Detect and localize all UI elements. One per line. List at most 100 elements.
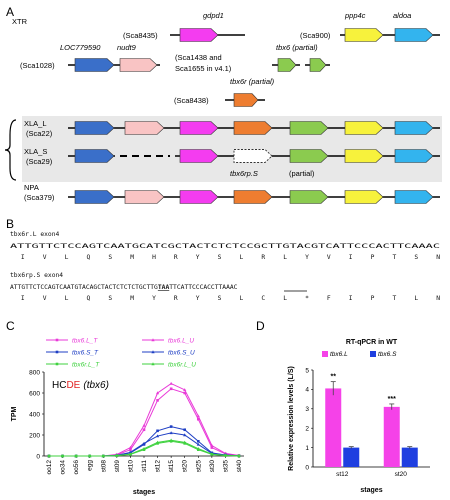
c-y-tick-label: 200 (29, 432, 40, 439)
c-point (142, 428, 146, 432)
d-significance: *** (388, 396, 396, 403)
panel-label-d: D (256, 319, 265, 333)
aldoa-gene (394, 28, 434, 42)
sca1438-label: (Sca1438 and (175, 53, 222, 62)
tbx6-partial-label: tbx6 (partial) (276, 43, 318, 52)
xtr-label: XTR (12, 17, 28, 26)
c-point (169, 381, 173, 385)
c-point (142, 446, 146, 450)
tbx6-partial-gene-2 (309, 58, 327, 72)
xla-l-ppp4c-gene (344, 121, 384, 135)
hcde-gene: (tbx6) (83, 380, 109, 391)
c-point (128, 450, 133, 454)
hcde-highlight: DE (66, 380, 80, 391)
c-point (155, 440, 160, 444)
legend-d-swatch (322, 351, 328, 357)
c-x-tick-label: st12 (155, 460, 162, 473)
c-x-tick-label: st30 (209, 460, 216, 473)
loc779590-gene (74, 58, 115, 72)
seq-s-stop-codon: TAA (158, 284, 170, 291)
xla-s-genes (74, 149, 434, 163)
xla-l-tbx6-gene (289, 121, 329, 135)
panel-label-b: B (6, 217, 14, 231)
d-title: RT-qPCR in WT (346, 339, 398, 346)
c-x-tick-label: egg (87, 460, 94, 471)
c-point (210, 446, 214, 449)
legend-c-label: tbx6r.L_U (168, 361, 196, 368)
xla-l-aldoa-gene (394, 121, 434, 135)
c-point (183, 440, 187, 444)
panel-label-c: C (6, 319, 15, 333)
d-bar (383, 406, 400, 467)
legend-c-marker (151, 350, 155, 354)
c-point (155, 434, 160, 438)
ppp4c-gene (344, 28, 384, 42)
c-point (183, 388, 187, 392)
c-x-tick-label: st08 (100, 460, 107, 473)
c-point (196, 442, 200, 446)
c-point (74, 454, 78, 458)
xla-s-loc-gene (74, 149, 115, 163)
tbx6r-partial-gene (233, 93, 259, 107)
c-y-axis-label: TPM (11, 406, 18, 421)
c-point (169, 387, 173, 391)
c-point (169, 438, 173, 442)
c-x-tick-label: st10 (127, 460, 134, 473)
c-point (183, 433, 187, 437)
panel-label-a: A (6, 5, 14, 19)
c-point (196, 417, 200, 421)
aldoa-label: aldoa (393, 11, 411, 20)
c-point (155, 391, 160, 395)
d-y-tick-label: 3 (305, 406, 309, 413)
c-y-tick-label: 400 (29, 411, 40, 418)
npa-loc-gene (74, 190, 115, 204)
gdpd1-label: gdpd1 (203, 11, 224, 20)
xla-l-nudt9-gene (124, 121, 165, 135)
c-point (223, 453, 228, 457)
seq-s-nt: ATTGTTCTCCAGTCAATGTACAGCTACTCTCTCTGCTTGT… (10, 284, 238, 291)
c-point (210, 452, 214, 456)
legend-c-label: tbx6r.L_T (72, 361, 100, 368)
seq-l-title: tbx6r.L exon4 (10, 231, 59, 238)
d-bar (325, 388, 342, 467)
legend-c-marker (55, 350, 59, 354)
xla-l-scaffold: (Sca22) (26, 129, 53, 138)
d-x-tick-label: st20 (395, 471, 408, 478)
legend-c-label: tbx6.S_T (72, 349, 99, 356)
d-y-tick-label: 1 (305, 445, 309, 452)
c-x-tick-label: oo12 (46, 460, 53, 475)
xla-brace (4, 119, 17, 181)
c-point (196, 440, 200, 443)
npa-label: NPA (24, 183, 39, 192)
d-x-tick-label: st12 (336, 471, 349, 478)
c-point (129, 448, 132, 451)
legend-c-label: tbx6.L_U (168, 337, 194, 344)
sca8435-label: (Sca8435) (123, 31, 158, 40)
xla-s-scaffold: (Sca29) (26, 157, 53, 166)
c-x-tick-label: st20 (182, 460, 189, 473)
xla-s-tbx6rp-pseudogene (233, 149, 273, 163)
c-point (115, 453, 119, 457)
c-point (101, 454, 105, 458)
chart-d: RT-qPCR in WT tbx6.L tbx6.S 0 1 2 3 4 5 Relative … (288, 339, 430, 494)
xla-l-tbx6r-gene (233, 121, 273, 135)
hcde-title: HCDE (tbx6) (52, 380, 109, 391)
seq-s-aa: I V L Q S M Y R Y S L C L * F I P T L N (10, 295, 440, 302)
tbx6r-partial-label: tbx6r (partial) (230, 77, 275, 86)
seq-l-nt: ATTGTTCTCCAGTCAATGCATCGCTACTCTCTCCGCTTGT… (10, 243, 440, 250)
xla-l-label: XLA_L (24, 119, 47, 128)
c-point (142, 441, 146, 445)
seq-s-nt-a: ATTGTTCTCCAGTCAATGTACAGCTACTCTCTCTGCTTG (10, 284, 158, 291)
legend-c-marker (151, 362, 155, 366)
c-point (128, 445, 133, 449)
c-x-tick-label: st35 (222, 460, 229, 473)
c-point (237, 454, 241, 458)
legend-d-swatch (370, 351, 376, 357)
d-x-axis-label: stages (360, 487, 382, 494)
d-bar (401, 447, 418, 467)
legend-c-marker (55, 338, 59, 342)
xla-s-ppp4c-gene (344, 149, 384, 163)
xla-l-genes (74, 121, 434, 135)
sca8438-label: (Sca8438) (174, 96, 209, 105)
